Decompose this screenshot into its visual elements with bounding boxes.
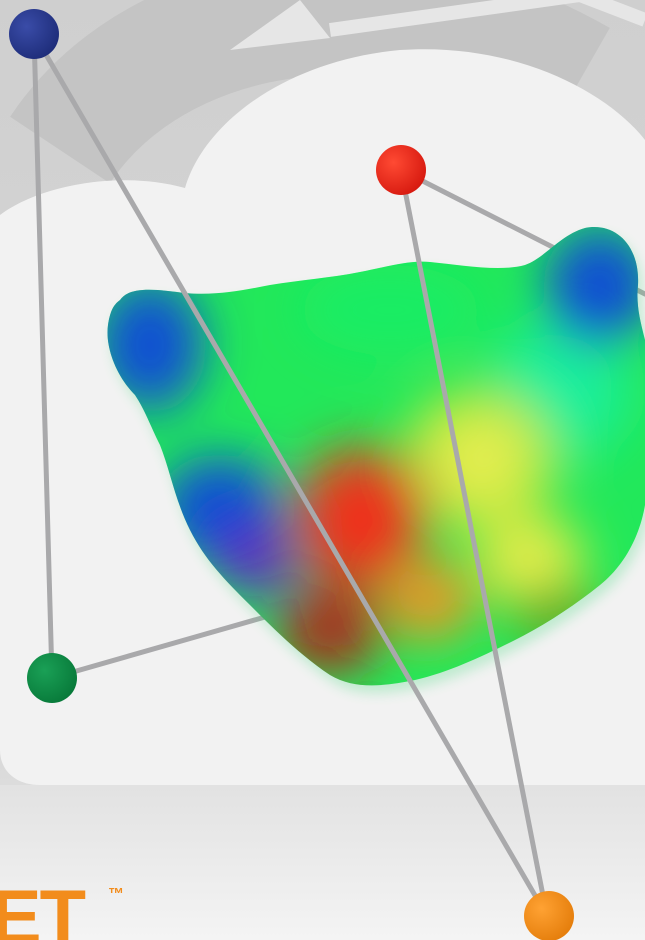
logo-wordmark: NET [0, 875, 86, 940]
trademark-symbol: ™ [108, 886, 124, 903]
edge-blue-green [31, 31, 55, 681]
edge-green-molecule [49, 604, 303, 681]
network-edges-front [31, 31, 550, 919]
refresh-arrow-icon [10, 0, 645, 185]
edge-red-orange [398, 167, 550, 919]
node-top-right [376, 145, 426, 195]
node-bottom-left [27, 653, 77, 703]
edge-blue-orange [31, 31, 550, 919]
node-bottom-right [524, 891, 574, 940]
node-top-left [9, 9, 59, 59]
